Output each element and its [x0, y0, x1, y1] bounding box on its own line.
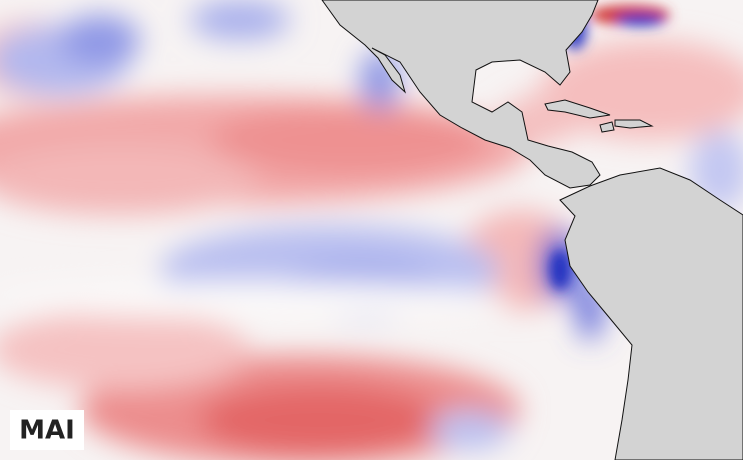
- month-label: MAI: [19, 416, 75, 446]
- land: [321, 0, 743, 460]
- label-background: [10, 410, 84, 450]
- label-box: MAI: [10, 410, 84, 450]
